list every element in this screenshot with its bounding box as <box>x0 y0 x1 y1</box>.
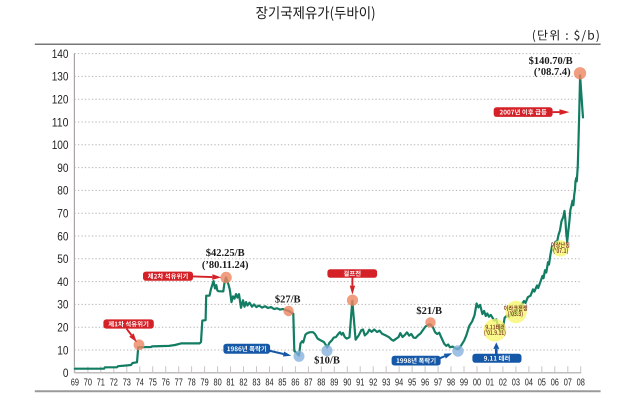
svg-text:93: 93 <box>382 378 391 389</box>
svg-text:81: 81 <box>226 378 235 389</box>
svg-text:79: 79 <box>201 378 210 389</box>
svg-text:0: 0 <box>63 366 69 380</box>
svg-text:00: 00 <box>473 378 482 389</box>
svg-text:69: 69 <box>71 378 80 389</box>
svg-text:$140.70/B: $140.70/B <box>529 56 573 67</box>
svg-text:07: 07 <box>564 378 573 389</box>
svg-text:76: 76 <box>162 378 171 389</box>
svg-text:87: 87 <box>304 378 313 389</box>
svg-text:92: 92 <box>369 378 378 389</box>
svg-text:96: 96 <box>421 378 430 389</box>
svg-text:88: 88 <box>317 378 326 389</box>
svg-text:72: 72 <box>110 378 119 389</box>
svg-text:(’80.11.24): (’80.11.24) <box>202 260 249 271</box>
svg-text:90: 90 <box>57 161 69 175</box>
svg-text:120: 120 <box>52 93 69 107</box>
svg-text:20: 20 <box>57 321 69 335</box>
svg-text:73: 73 <box>123 378 132 389</box>
svg-text:$27/B: $27/B <box>275 294 301 305</box>
svg-text:77: 77 <box>175 378 184 389</box>
svg-text:140: 140 <box>52 47 69 61</box>
svg-text:95: 95 <box>408 378 417 389</box>
svg-text:$21/B: $21/B <box>416 306 442 317</box>
svg-text:85: 85 <box>278 378 287 389</box>
svg-text:91: 91 <box>356 378 365 389</box>
svg-text:70: 70 <box>84 378 93 389</box>
svg-text:74: 74 <box>136 378 145 389</box>
svg-text:06: 06 <box>551 378 560 389</box>
svg-text:40: 40 <box>57 275 69 289</box>
svg-text:86: 86 <box>291 378 300 389</box>
svg-text:60: 60 <box>57 229 69 243</box>
svg-text:78: 78 <box>188 378 197 389</box>
svg-text:10: 10 <box>57 343 69 357</box>
svg-text:$42.25/B: $42.25/B <box>206 248 245 259</box>
svg-text:03: 03 <box>512 378 521 389</box>
svg-text:75: 75 <box>149 378 158 389</box>
svg-text:(’08.7.4): (’08.7.4) <box>534 67 571 78</box>
svg-text:01: 01 <box>486 378 495 389</box>
svg-text:89: 89 <box>330 378 339 389</box>
svg-text:84: 84 <box>265 378 274 389</box>
svg-text:50: 50 <box>57 252 69 266</box>
svg-text:90: 90 <box>343 378 352 389</box>
svg-text:02: 02 <box>499 378 508 389</box>
svg-text:110: 110 <box>52 115 69 129</box>
svg-text:08: 08 <box>577 378 586 389</box>
svg-text:100: 100 <box>52 138 69 152</box>
svg-text:71: 71 <box>97 378 106 389</box>
svg-text:82: 82 <box>239 378 248 389</box>
svg-text:05: 05 <box>538 378 547 389</box>
svg-text:98: 98 <box>447 378 456 389</box>
svg-text:94: 94 <box>395 378 404 389</box>
svg-text:99: 99 <box>460 378 469 389</box>
svg-text:70: 70 <box>57 207 69 221</box>
svg-text:80: 80 <box>214 378 223 389</box>
svg-text:130: 130 <box>52 70 69 84</box>
svg-text:97: 97 <box>434 378 443 389</box>
svg-text:04: 04 <box>525 378 534 389</box>
svg-text:30: 30 <box>57 298 69 312</box>
svg-text:$10/B: $10/B <box>314 356 340 367</box>
svg-text:80: 80 <box>57 184 69 198</box>
svg-text:83: 83 <box>252 378 261 389</box>
